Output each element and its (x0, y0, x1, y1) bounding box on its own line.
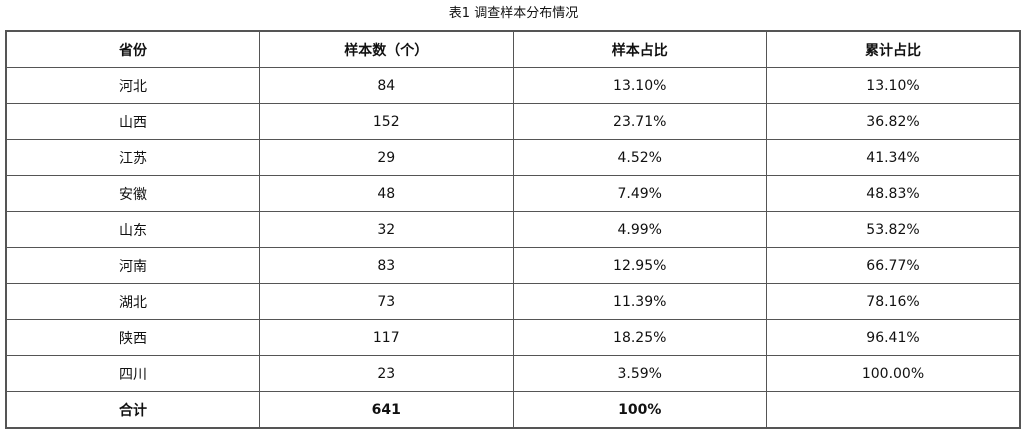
header-province: 省份 (5, 30, 260, 68)
header-sample-share: 样本占比 (512, 30, 767, 68)
header-sample-count: 样本数（个） (259, 30, 514, 68)
cell-sample-share: 7.49% (512, 175, 767, 212)
cell-cumulative-share: 41.34% (766, 139, 1021, 176)
cell-sample-count: 117 (259, 319, 514, 356)
cell-province: 陕西 (5, 319, 260, 356)
table-row: 山东 32 4.99% 53.82% (5, 211, 1021, 248)
cell-sample-count: 29 (259, 139, 514, 176)
cell-province: 四川 (5, 355, 260, 392)
cell-sample-share: 11.39% (512, 283, 767, 320)
cell-province: 山东 (5, 211, 260, 248)
cell-sample-share: 3.59% (512, 355, 767, 392)
table-row: 河南 83 12.95% 66.77% (5, 247, 1021, 284)
cell-cumulative-share: 100.00% (766, 355, 1021, 392)
cell-sample-count: 84 (259, 67, 514, 104)
cell-sample-count: 73 (259, 283, 514, 320)
table-row: 山西 152 23.71% 36.82% (5, 103, 1021, 140)
table-row: 安徽 48 7.49% 48.83% (5, 175, 1021, 212)
cell-sample-count: 48 (259, 175, 514, 212)
cell-province: 河北 (5, 67, 260, 104)
table-row: 四川 23 3.59% 100.00% (5, 355, 1021, 392)
cell-cumulative-share: 66.77% (766, 247, 1021, 284)
total-row: 合计 641 100% (5, 391, 1021, 429)
table-row: 陕西 117 18.25% 96.41% (5, 319, 1021, 356)
header-row: 省份 样本数（个） 样本占比 累计占比 (5, 30, 1021, 68)
table-row: 湖北 73 11.39% 78.16% (5, 283, 1021, 320)
total-cumulative (766, 391, 1021, 429)
cell-cumulative-share: 13.10% (766, 67, 1021, 104)
cell-sample-share: 4.52% (512, 139, 767, 176)
cell-province: 江苏 (5, 139, 260, 176)
table-row: 河北 84 13.10% 13.10% (5, 67, 1021, 104)
table-row: 江苏 29 4.52% 41.34% (5, 139, 1021, 176)
cell-cumulative-share: 78.16% (766, 283, 1021, 320)
cell-cumulative-share: 53.82% (766, 211, 1021, 248)
table-title: 表1 调查样本分布情况 (448, 6, 579, 21)
cell-sample-count: 152 (259, 103, 514, 140)
cell-sample-count: 23 (259, 355, 514, 392)
cell-province: 山西 (5, 103, 260, 140)
cell-sample-share: 12.95% (512, 247, 767, 284)
cell-cumulative-share: 48.83% (766, 175, 1021, 212)
cell-province: 湖北 (5, 283, 260, 320)
total-count: 641 (259, 391, 514, 429)
sample-distribution-table: 省份 样本数（个） 样本占比 累计占比 河北 84 13.10% 13.10% 山西 15… (5, 30, 1021, 429)
total-share: 100% (512, 391, 767, 429)
cell-sample-share: 18.25% (512, 319, 767, 356)
cell-province: 河南 (5, 247, 260, 284)
total-label: 合计 (5, 391, 260, 429)
cell-sample-count: 83 (259, 247, 514, 284)
cell-sample-share: 23.71% (512, 103, 767, 140)
cell-sample-share: 13.10% (512, 67, 767, 104)
cell-sample-share: 4.99% (512, 211, 767, 248)
cell-cumulative-share: 96.41% (766, 319, 1021, 356)
cell-province: 安徽 (5, 175, 260, 212)
cell-sample-count: 32 (259, 211, 514, 248)
header-cumulative-share: 累计占比 (766, 30, 1021, 68)
cell-cumulative-share: 36.82% (766, 103, 1021, 140)
